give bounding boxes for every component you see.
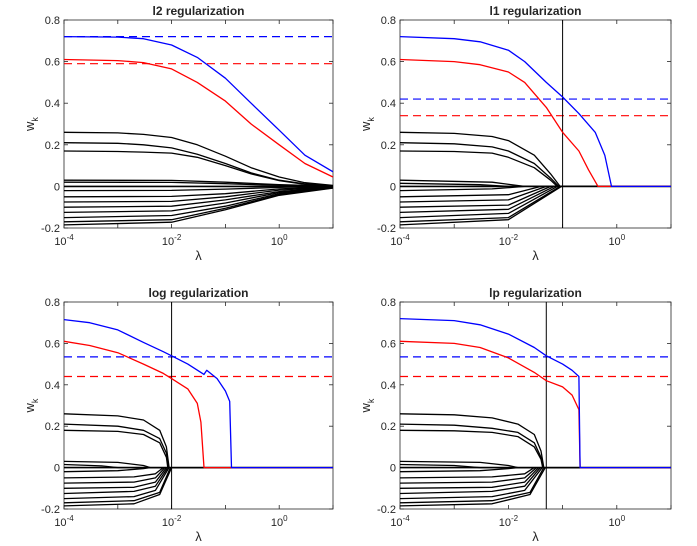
black-weight-path-2 xyxy=(400,413,671,469)
plot-area xyxy=(64,35,333,226)
y-tick-label: 0.4 xyxy=(381,380,396,392)
axes-box xyxy=(399,301,672,510)
y-tick-label: 0 xyxy=(390,181,396,193)
y-axis-label: wk xyxy=(22,117,40,132)
blue-weight-path xyxy=(400,317,671,469)
x-tick-label: 10-4 xyxy=(54,514,74,529)
x-tick-label: 10-2 xyxy=(162,514,182,529)
black-weight-path-9 xyxy=(400,185,671,203)
y-tick-label: -0.2 xyxy=(377,223,396,235)
y-tick-label: 0.6 xyxy=(45,57,60,69)
blue-weight-path xyxy=(400,35,671,188)
y-tick-label: 0.2 xyxy=(45,140,60,152)
black-weight-path-4 xyxy=(400,429,671,469)
y-tick-label: 0.6 xyxy=(45,338,60,350)
black-weight-path-9 xyxy=(64,466,333,484)
red-weight-path xyxy=(400,58,671,188)
y-tick-label: 0.2 xyxy=(381,140,396,152)
black-weight-path-10 xyxy=(64,186,333,208)
black-weight-path-2 xyxy=(64,413,333,469)
plot-area xyxy=(64,302,333,509)
black-weight-path-3 xyxy=(400,142,671,188)
y-tick-label: -0.2 xyxy=(41,504,60,516)
x-tick-label: 10-2 xyxy=(162,233,182,248)
x-tick-label: 100 xyxy=(271,514,288,529)
black-weight-path-8 xyxy=(64,186,333,198)
y-axis-label: wk xyxy=(22,398,40,413)
axes-box xyxy=(399,19,672,229)
y-tick-label: 0.8 xyxy=(381,15,396,27)
x-tick-label: 10-4 xyxy=(390,233,410,248)
y-tick-label: -0.2 xyxy=(377,504,396,516)
x-tick-label: 100 xyxy=(608,514,625,529)
panel-2: -0.2 0 0.2 0.4 0.6 0.8 10-4 10-2 100 l1 regulariz… xyxy=(358,4,672,263)
x-tick-label: 10-4 xyxy=(390,514,410,529)
panel-3: -0.2 0 0.2 0.4 0.6 0.8 10-4 10-2 100 log regulari… xyxy=(22,286,334,544)
y-tick-label: 0.8 xyxy=(45,15,60,27)
black-weight-path-5 xyxy=(400,460,671,469)
plot-area xyxy=(400,302,671,509)
black-weight-path-14 xyxy=(64,466,333,507)
chart-title: l2 regularization xyxy=(152,4,244,18)
y-tick-label: 0 xyxy=(390,463,396,475)
axes-box xyxy=(63,19,334,229)
black-weight-path-8 xyxy=(64,466,333,479)
y-tick-label: 0.6 xyxy=(381,338,396,350)
x-axis-label: λ xyxy=(532,529,539,544)
chart-title: l1 regularization xyxy=(489,4,581,18)
y-tick-label: 0.4 xyxy=(45,380,60,392)
y-tick-label: 0.8 xyxy=(381,297,396,309)
red-weight-path xyxy=(64,340,333,469)
x-axis-label: λ xyxy=(195,248,202,263)
blue-weight-path xyxy=(64,35,333,173)
black-weight-path-11 xyxy=(64,186,333,214)
blue-weight-path xyxy=(64,318,333,469)
y-tick-label: 0 xyxy=(54,463,60,475)
chart-title: log regularization xyxy=(148,286,248,300)
y-axis-label: wk xyxy=(358,117,376,132)
x-tick-label: 10-2 xyxy=(499,233,519,248)
black-weight-path-9 xyxy=(64,186,333,203)
chart-title: lp regularization xyxy=(489,286,582,300)
black-weight-path-2 xyxy=(400,131,671,188)
y-tick-label: 0.6 xyxy=(381,57,396,69)
y-tick-label: 0.8 xyxy=(45,297,60,309)
y-axis-label: wk xyxy=(358,398,376,413)
black-weight-path-14 xyxy=(64,187,333,226)
black-weight-path-4 xyxy=(400,150,671,188)
black-weight-path-5 xyxy=(400,179,671,188)
panel-4: -0.2 0 0.2 0.4 0.6 0.8 10-4 10-2 100 lp regulariz… xyxy=(358,286,672,544)
black-weight-path-7 xyxy=(64,185,333,192)
x-tick-label: 100 xyxy=(608,233,625,248)
y-tick-label: -0.2 xyxy=(41,223,60,235)
black-weight-path-12 xyxy=(64,186,333,219)
y-tick-label: 0.4 xyxy=(45,98,60,110)
black-weight-path-4 xyxy=(64,150,333,187)
x-axis-label: λ xyxy=(195,529,202,544)
y-tick-label: 0.4 xyxy=(381,98,396,110)
y-tick-label: 0.2 xyxy=(45,421,60,433)
panel-1: -0.2 0 0.2 0.4 0.6 0.8 10-4 10-2 100 l2 regulariz… xyxy=(22,4,334,263)
black-weight-path-2 xyxy=(64,131,333,187)
x-axis-label: λ xyxy=(532,248,539,263)
y-tick-label: 0.2 xyxy=(381,421,396,433)
black-weight-path-6 xyxy=(64,181,333,188)
black-weight-path-14 xyxy=(400,185,671,226)
red-weight-path xyxy=(64,58,333,178)
plot-area xyxy=(400,20,671,228)
x-tick-label: 100 xyxy=(271,233,288,248)
axes-box xyxy=(63,301,334,510)
y-tick-label: 0 xyxy=(54,181,60,193)
x-tick-label: 10-4 xyxy=(54,233,74,248)
x-tick-label: 10-2 xyxy=(499,514,519,529)
